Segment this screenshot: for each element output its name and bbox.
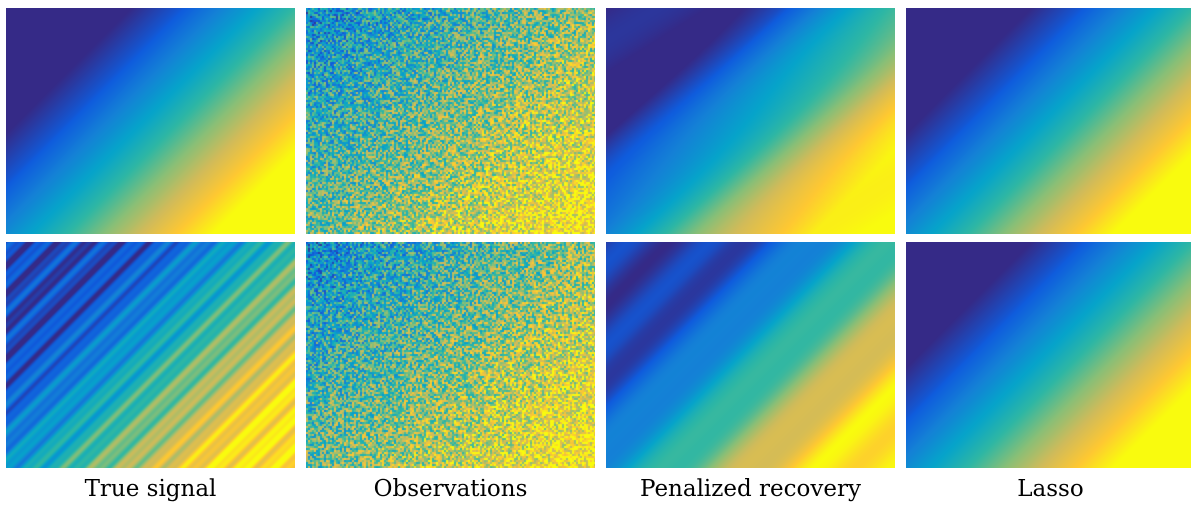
heatmap-true-signal-row2 — [6, 242, 295, 468]
heatmap-lasso-row1 — [906, 8, 1191, 234]
heatmap-true-signal-row1 — [6, 8, 295, 234]
panel-observations-row1 — [306, 8, 595, 234]
heatmap-observations-row2 — [306, 242, 595, 468]
panel-true-signal-row1 — [6, 8, 295, 234]
heatmap-penalized-recovery-row1 — [606, 8, 895, 234]
panel-penalized-recovery-row1 — [606, 8, 895, 234]
heatmap-penalized-recovery-row2 — [606, 242, 895, 468]
panel-observations-row2 — [306, 242, 595, 468]
caption-penalized-recovery: Penalized recovery — [640, 476, 861, 502]
caption-true-signal: True signal — [84, 476, 217, 502]
panel-lasso-row2 — [906, 242, 1191, 468]
caption-observations: Observations — [373, 476, 528, 502]
caption-lasso: Lasso — [1017, 476, 1084, 502]
panel-penalized-recovery-row2 — [606, 242, 895, 468]
panel-lasso-row1 — [906, 8, 1191, 234]
panel-true-signal-row2 — [6, 242, 295, 468]
heatmap-observations-row1 — [306, 8, 595, 234]
heatmap-lasso-row2 — [906, 242, 1191, 468]
